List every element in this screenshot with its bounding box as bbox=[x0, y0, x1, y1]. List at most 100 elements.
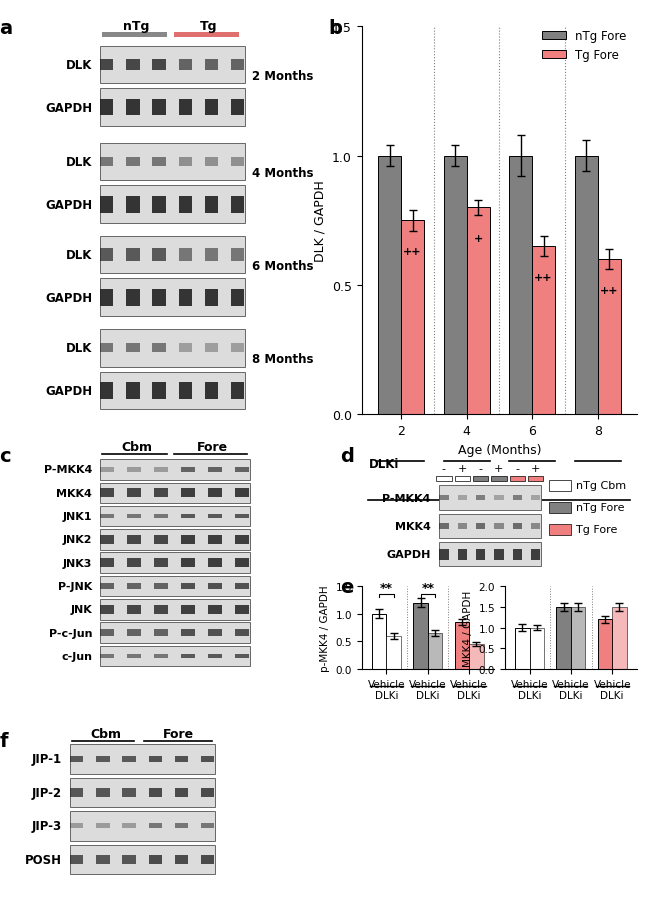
Bar bbox=[531, 549, 540, 560]
Bar bbox=[181, 489, 195, 498]
Bar bbox=[149, 855, 162, 864]
Bar bbox=[154, 489, 168, 498]
Bar bbox=[99, 460, 250, 480]
Bar bbox=[179, 290, 192, 307]
Bar bbox=[126, 344, 140, 353]
Bar bbox=[126, 382, 140, 400]
Bar bbox=[235, 605, 249, 614]
Text: P-MKK4: P-MKK4 bbox=[382, 493, 430, 503]
Bar bbox=[597, 260, 621, 415]
Bar bbox=[100, 249, 114, 262]
Bar bbox=[99, 329, 245, 367]
Bar bbox=[153, 158, 166, 167]
Bar bbox=[96, 756, 110, 762]
Bar bbox=[122, 787, 136, 797]
Bar bbox=[205, 158, 218, 167]
Bar bbox=[181, 468, 195, 472]
Bar bbox=[231, 344, 244, 353]
Bar bbox=[100, 489, 114, 498]
Bar bbox=[231, 249, 244, 262]
Text: -: - bbox=[478, 464, 482, 474]
Text: nTg Fore: nTg Fore bbox=[577, 502, 625, 512]
Text: DLK: DLK bbox=[66, 249, 92, 262]
Bar bbox=[205, 197, 218, 213]
Bar bbox=[181, 558, 195, 567]
Text: DLK: DLK bbox=[66, 59, 92, 72]
Bar bbox=[154, 468, 168, 472]
Bar bbox=[100, 290, 114, 307]
Bar bbox=[127, 489, 141, 498]
Bar bbox=[231, 158, 244, 167]
Bar bbox=[149, 756, 162, 762]
Bar bbox=[96, 824, 110, 829]
Bar bbox=[70, 744, 214, 774]
Bar bbox=[235, 514, 249, 519]
Text: -: - bbox=[515, 464, 519, 474]
Bar bbox=[510, 476, 525, 482]
Bar bbox=[179, 382, 192, 400]
Bar bbox=[127, 583, 141, 590]
Bar bbox=[473, 476, 488, 482]
Bar bbox=[154, 654, 168, 658]
Bar bbox=[99, 529, 250, 550]
Bar bbox=[100, 158, 114, 167]
Text: Cbm: Cbm bbox=[90, 728, 122, 741]
Bar bbox=[181, 654, 195, 658]
Bar bbox=[99, 553, 250, 574]
Bar bbox=[127, 558, 141, 567]
Text: Cbm: Cbm bbox=[122, 441, 153, 454]
Bar bbox=[235, 654, 249, 658]
Bar bbox=[174, 33, 239, 38]
Text: nTg: nTg bbox=[123, 20, 149, 32]
Text: f: f bbox=[0, 732, 8, 750]
Text: GAPDH: GAPDH bbox=[386, 549, 430, 560]
Text: JNK2: JNK2 bbox=[62, 535, 92, 545]
Bar bbox=[378, 156, 401, 415]
Bar bbox=[205, 290, 218, 307]
Bar bbox=[549, 481, 571, 492]
Bar bbox=[126, 249, 140, 262]
Bar bbox=[201, 855, 214, 864]
Bar bbox=[149, 824, 162, 829]
Bar bbox=[99, 622, 250, 643]
Bar bbox=[153, 99, 166, 116]
Bar bbox=[231, 60, 244, 70]
Text: Fore: Fore bbox=[163, 728, 194, 741]
Bar bbox=[439, 514, 541, 538]
Bar bbox=[476, 495, 486, 501]
Bar bbox=[208, 654, 222, 658]
Bar bbox=[513, 524, 522, 529]
Bar bbox=[208, 468, 222, 472]
Bar bbox=[458, 549, 467, 560]
Bar bbox=[439, 486, 541, 510]
Text: MKK4: MKK4 bbox=[395, 521, 430, 531]
Bar bbox=[179, 99, 192, 116]
Bar bbox=[154, 514, 168, 519]
Bar bbox=[175, 824, 188, 829]
Bar bbox=[154, 583, 168, 590]
Bar bbox=[99, 646, 250, 667]
Bar bbox=[205, 249, 218, 262]
Text: P-JNK: P-JNK bbox=[58, 582, 92, 592]
Bar bbox=[100, 382, 114, 400]
Text: c: c bbox=[0, 446, 11, 465]
Bar bbox=[70, 811, 214, 841]
Bar bbox=[102, 33, 168, 38]
Bar bbox=[154, 558, 168, 567]
Bar bbox=[454, 476, 470, 482]
Bar bbox=[181, 630, 195, 636]
Y-axis label: DLK / GAPDH: DLK / GAPDH bbox=[313, 180, 326, 262]
Bar bbox=[153, 382, 166, 400]
Bar bbox=[179, 158, 192, 167]
Text: DLK: DLK bbox=[66, 342, 92, 354]
Bar bbox=[127, 630, 141, 636]
Bar bbox=[494, 549, 504, 560]
Bar bbox=[126, 60, 140, 70]
Bar bbox=[201, 756, 214, 762]
Text: JIP-1: JIP-1 bbox=[32, 752, 62, 766]
Text: nTg Cbm: nTg Cbm bbox=[577, 481, 627, 491]
Text: JNK: JNK bbox=[70, 604, 92, 614]
Text: 4 Months: 4 Months bbox=[252, 167, 314, 179]
Text: GAPDH: GAPDH bbox=[45, 198, 92, 211]
Bar bbox=[100, 583, 114, 590]
